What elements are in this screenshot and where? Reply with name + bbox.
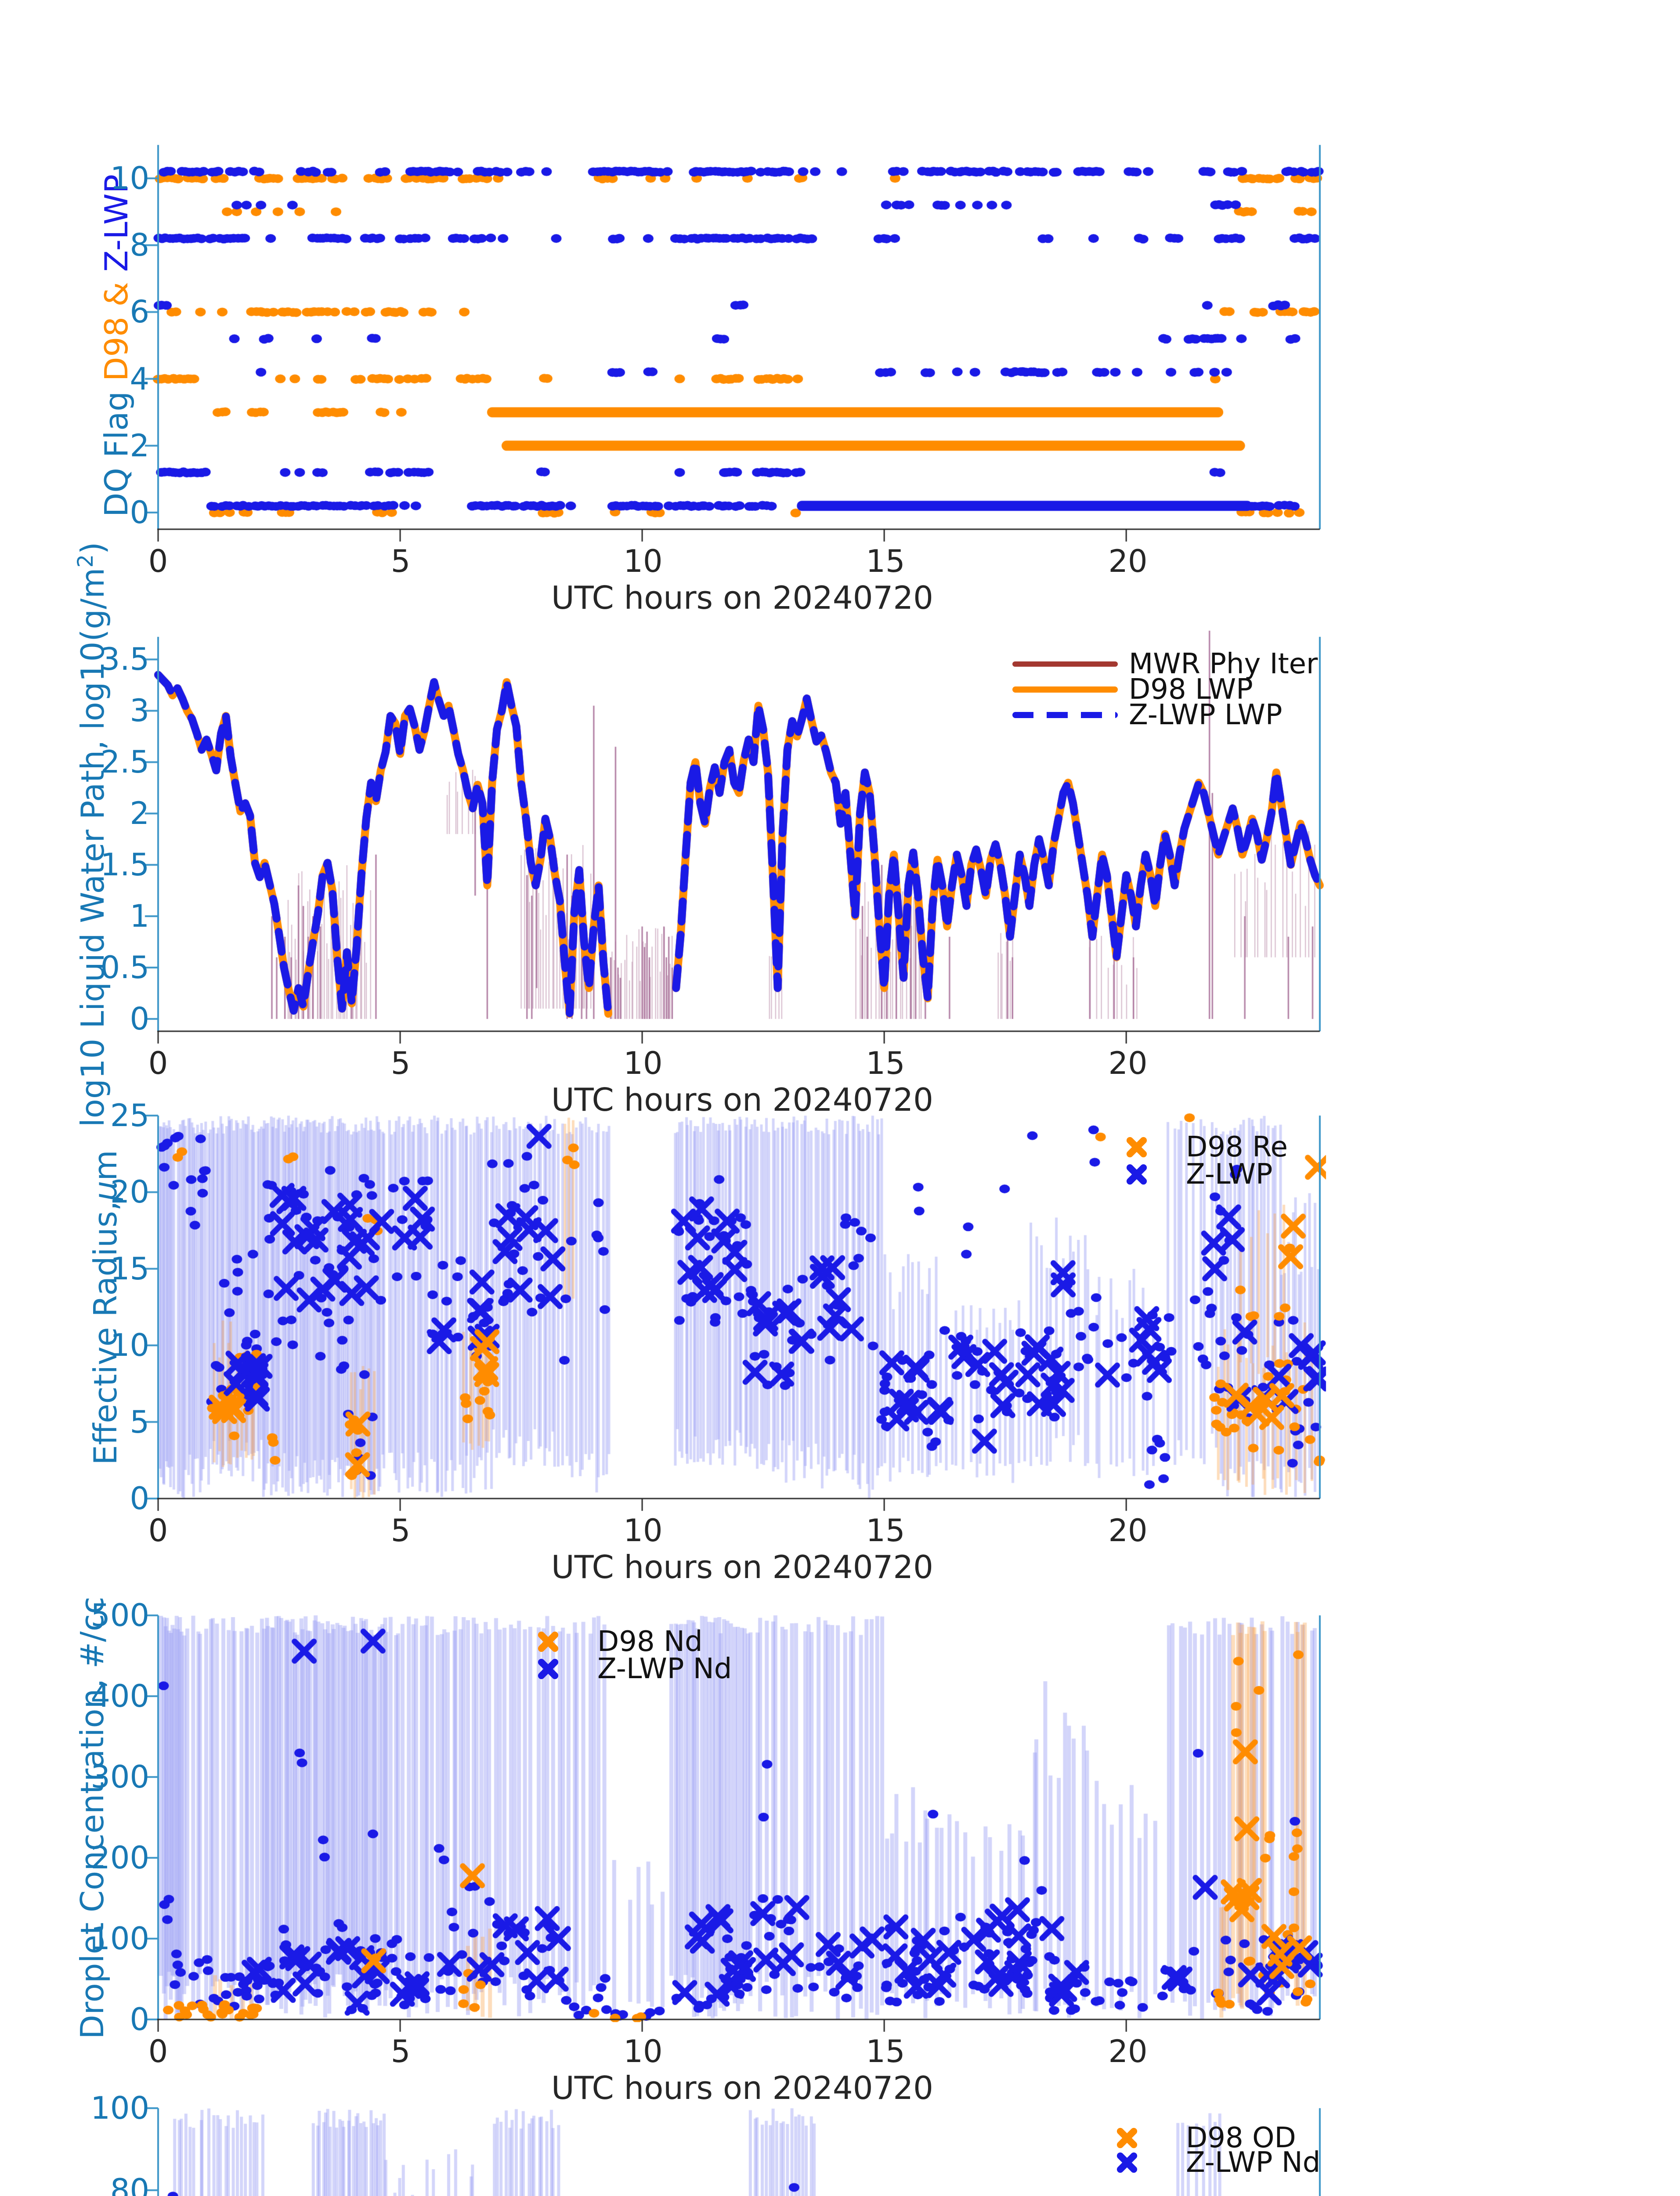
panel1-ytick-4: 4: [130, 361, 149, 397]
panel5-y-axis-label: Optical Depth: [85, 1962, 126, 2196]
d98-od-x-icon: [1115, 2126, 1139, 2150]
panel3-ytick-0: 0: [130, 1481, 149, 1517]
legend-label-zlwp-nd: Z-LWP Nd: [597, 1653, 732, 1685]
panel2-ytick-0: 0: [130, 1001, 149, 1037]
panel4-xtick-15: 15: [866, 2033, 905, 2070]
panel3-xtick-10: 10: [623, 1513, 663, 1549]
legend-label-d98-re: D98 Re: [1186, 1131, 1288, 1163]
panel2-xtick-10: 10: [623, 1045, 663, 1081]
panel4-ytick-200: 200: [90, 1840, 149, 1876]
panel3-ytick-5: 5: [130, 1404, 149, 1440]
legend-line-mwr: [1012, 661, 1118, 667]
panel1-xtick-5: 5: [390, 543, 411, 579]
panel1-ytick-2: 2: [130, 428, 149, 464]
legend-line-zlwp-lwp: [1012, 712, 1118, 718]
panel2-x-axis-label: UTC hours on 20240720: [551, 1081, 933, 1118]
panel3-xtick-20: 20: [1108, 1513, 1148, 1549]
panel2-ytick-35: 3.5: [100, 641, 149, 677]
panel5-ytick-100: 100: [90, 2090, 149, 2126]
panel5-ytick-80: 80: [110, 2172, 149, 2196]
panel1-xtick-10: 10: [623, 543, 663, 579]
panel2-ytick-1: 1: [130, 898, 149, 934]
panel4-ytick-500: 500: [90, 1597, 149, 1633]
panel2-xtick-0: 0: [148, 1045, 168, 1081]
panel4-xtick-5: 5: [390, 2033, 411, 2070]
panel3-xtick-15: 15: [866, 1513, 905, 1549]
legend-label-d98-lwp: D98 LWP: [1129, 673, 1253, 706]
panel4-ytick-0: 0: [130, 2001, 149, 2037]
panel4-ytick-400: 400: [90, 1678, 149, 1714]
panel2-ytick-05: 0.5: [100, 950, 149, 986]
panel1-xtick-0: 0: [148, 543, 168, 579]
panel2-ytick-3: 3: [130, 693, 149, 729]
panel3-ytick-10: 10: [110, 1327, 149, 1363]
panel4-xtick-10: 10: [623, 2033, 663, 2070]
legend-label-zlwp-re: Z-LWP: [1186, 1158, 1273, 1191]
panel4-xtick-20: 20: [1108, 2033, 1148, 2070]
zlwp-od-x-icon: [1115, 2150, 1139, 2175]
panel3-ytick-20: 20: [110, 1174, 149, 1210]
legend-label-zlwp-lwp: Z-LWP LWP: [1129, 699, 1283, 731]
panel2-xtick-5: 5: [390, 1045, 411, 1081]
panel3-xtick-0: 0: [148, 1513, 168, 1549]
panel2-xtick-15: 15: [866, 1045, 905, 1081]
d98-re-x-icon: [1124, 1135, 1149, 1159]
panel3-ytick-15: 15: [110, 1251, 149, 1287]
panel2-ytick-25: 2.5: [100, 744, 149, 780]
panel2-ytick-15: 1.5: [100, 847, 149, 883]
panel2-xtick-20: 20: [1108, 1045, 1148, 1081]
legend-label-d98-nd: D98 Nd: [597, 1625, 703, 1658]
panel1-xtick-15: 15: [866, 543, 905, 579]
panel1-ytick-8: 8: [130, 227, 149, 263]
panel4-xtick-0: 0: [148, 2033, 168, 2070]
panel3-xtick-5: 5: [390, 1513, 411, 1549]
panel2-ylabel-sup: 2: [73, 554, 98, 568]
panel4-x-axis-label: UTC hours on 20240720: [551, 2070, 933, 2106]
zlwp-re-x-icon: [1124, 1162, 1149, 1187]
legend-label-zlwp-od: Z-LWP Nd: [1186, 2146, 1321, 2179]
panel4-ytick-300: 300: [90, 1759, 149, 1795]
zlwp-nd-x-icon: [536, 1657, 560, 1681]
legend-label-mwr: MWR Phy Iter: [1129, 648, 1318, 680]
legend-label-d98-od: D98 OD: [1186, 2122, 1296, 2154]
panel2-ylabel-close: ): [74, 542, 111, 554]
panel2-ytick-2: 2: [130, 795, 149, 831]
panel1-ytick-0: 0: [130, 495, 149, 531]
panel4-ytick-100: 100: [90, 1921, 149, 1957]
panel1-ytick-10: 10: [110, 160, 149, 196]
d98-nd-x-icon: [536, 1629, 560, 1654]
panel3-x-axis-label: UTC hours on 20240720: [551, 1549, 933, 1586]
legend-line-d98-lwp: [1012, 686, 1118, 693]
panel1-ytick-6: 6: [130, 294, 149, 330]
panel1-xtick-20: 20: [1108, 543, 1148, 579]
panel3-ytick-25: 25: [110, 1098, 149, 1134]
panel1-x-axis-label: UTC hours on 20240720: [551, 579, 933, 616]
